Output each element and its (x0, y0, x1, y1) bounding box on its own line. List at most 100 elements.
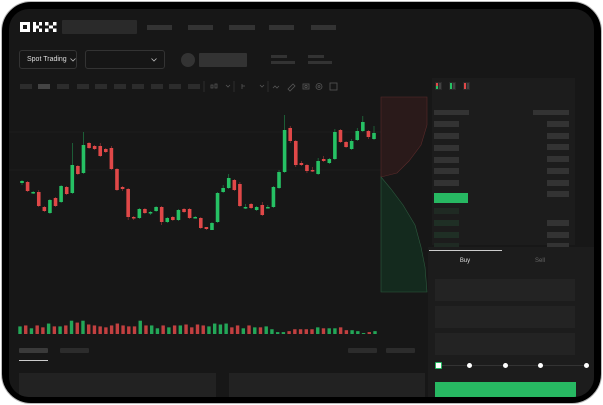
ask-row[interactable] (547, 191, 569, 197)
candle[interactable] (232, 180, 237, 190)
candle[interactable] (355, 131, 360, 140)
ask-row[interactable] (547, 121, 569, 127)
ask-row[interactable] (434, 145, 459, 151)
candle[interactable] (210, 223, 214, 230)
candle[interactable] (193, 217, 198, 219)
candle[interactable] (64, 187, 69, 194)
candle[interactable] (277, 172, 281, 188)
candle[interactable] (215, 193, 220, 222)
candle[interactable] (372, 133, 376, 139)
candlestick-chart[interactable] (9, 97, 429, 337)
buy-button[interactable] (435, 382, 576, 397)
bid-row[interactable] (547, 220, 569, 226)
timeframe-button[interactable] (38, 84, 50, 89)
candle[interactable] (366, 131, 371, 137)
tab-order-history[interactable] (60, 348, 89, 353)
candle[interactable] (221, 188, 225, 192)
candle[interactable] (148, 212, 153, 214)
fullscreen-icon[interactable] (329, 82, 338, 91)
candle[interactable] (131, 217, 136, 219)
candle[interactable] (310, 170, 315, 172)
candle[interactable] (59, 186, 63, 202)
okx-logo[interactable] (20, 22, 57, 32)
candle[interactable] (137, 209, 142, 218)
candles-icon[interactable] (210, 83, 218, 89)
total-input[interactable] (435, 333, 575, 355)
bid-row[interactable] (434, 220, 459, 226)
slider-step-25[interactable] (467, 363, 472, 368)
candle[interactable] (204, 227, 209, 229)
camera-icon[interactable] (302, 83, 310, 90)
candle[interactable] (36, 192, 41, 206)
bid-row[interactable] (434, 208, 459, 214)
nav-item[interactable] (188, 25, 213, 30)
candle[interactable] (305, 165, 309, 171)
settings-icon[interactable] (315, 83, 323, 90)
filter-button[interactable] (386, 348, 415, 353)
candle[interactable] (249, 204, 253, 208)
pair-dropdown[interactable] (85, 50, 165, 69)
timeframe-button[interactable] (20, 84, 32, 89)
candle[interactable] (76, 166, 80, 174)
slider-track[interactable] (439, 365, 587, 366)
candle[interactable] (254, 207, 259, 210)
tab-buy[interactable]: Buy (459, 258, 471, 264)
ask-row[interactable] (434, 168, 459, 174)
last-price-bar[interactable] (434, 193, 468, 203)
timeframe-button[interactable] (169, 84, 181, 89)
timeframe-button[interactable] (114, 84, 126, 89)
ask-row[interactable] (434, 133, 459, 139)
slider-step-100[interactable] (584, 363, 589, 368)
candle[interactable] (288, 128, 292, 141)
candle[interactable] (271, 187, 276, 207)
candle[interactable] (266, 207, 270, 209)
candle[interactable] (361, 122, 365, 131)
candle[interactable] (92, 146, 97, 149)
candle[interactable] (98, 146, 103, 156)
timeframe-button[interactable] (132, 84, 144, 89)
timeframe-button[interactable] (77, 84, 89, 89)
candle[interactable] (31, 192, 35, 194)
chevron-down-icon[interactable] (225, 84, 231, 88)
candle[interactable] (182, 209, 186, 212)
ask-row[interactable] (434, 180, 459, 186)
candle[interactable] (20, 181, 24, 183)
candle[interactable] (226, 178, 231, 188)
line-icon[interactable] (272, 85, 280, 89)
candle[interactable] (81, 145, 86, 173)
nav-item[interactable] (147, 25, 172, 30)
amount-input[interactable] (435, 306, 575, 328)
nav-item[interactable] (269, 25, 294, 30)
candle[interactable] (238, 184, 242, 206)
tab-sell[interactable]: Sell (534, 258, 545, 264)
candle[interactable] (109, 148, 114, 169)
candle[interactable] (176, 210, 181, 220)
ask-row[interactable] (547, 168, 569, 174)
slider-step-50[interactable] (503, 363, 508, 368)
candle[interactable] (243, 207, 248, 209)
timeframe-button[interactable] (151, 84, 163, 89)
slider-handle[interactable] (435, 362, 442, 369)
chevron-down-icon[interactable] (259, 84, 265, 88)
bid-row[interactable] (547, 243, 569, 249)
candle[interactable] (187, 209, 192, 218)
candle[interactable] (126, 189, 130, 217)
market-dropdown[interactable]: Spot Trading (19, 50, 77, 69)
ask-row[interactable] (547, 156, 569, 162)
candle[interactable] (87, 143, 91, 148)
timeframe-button[interactable] (95, 84, 107, 89)
candle[interactable] (338, 130, 343, 142)
candle[interactable] (282, 130, 287, 172)
candle[interactable] (327, 159, 332, 163)
orderbook-both-icon[interactable] (435, 82, 442, 90)
timeframe-button[interactable] (57, 84, 69, 89)
filter-button[interactable] (348, 348, 377, 353)
candle[interactable] (104, 149, 108, 152)
candle[interactable] (260, 205, 265, 215)
candle[interactable] (344, 142, 348, 147)
candle[interactable] (159, 207, 164, 222)
slider-step-75[interactable] (538, 363, 543, 368)
candle[interactable] (349, 141, 354, 149)
timeframe-button[interactable] (188, 84, 200, 89)
ask-row[interactable] (547, 144, 569, 150)
